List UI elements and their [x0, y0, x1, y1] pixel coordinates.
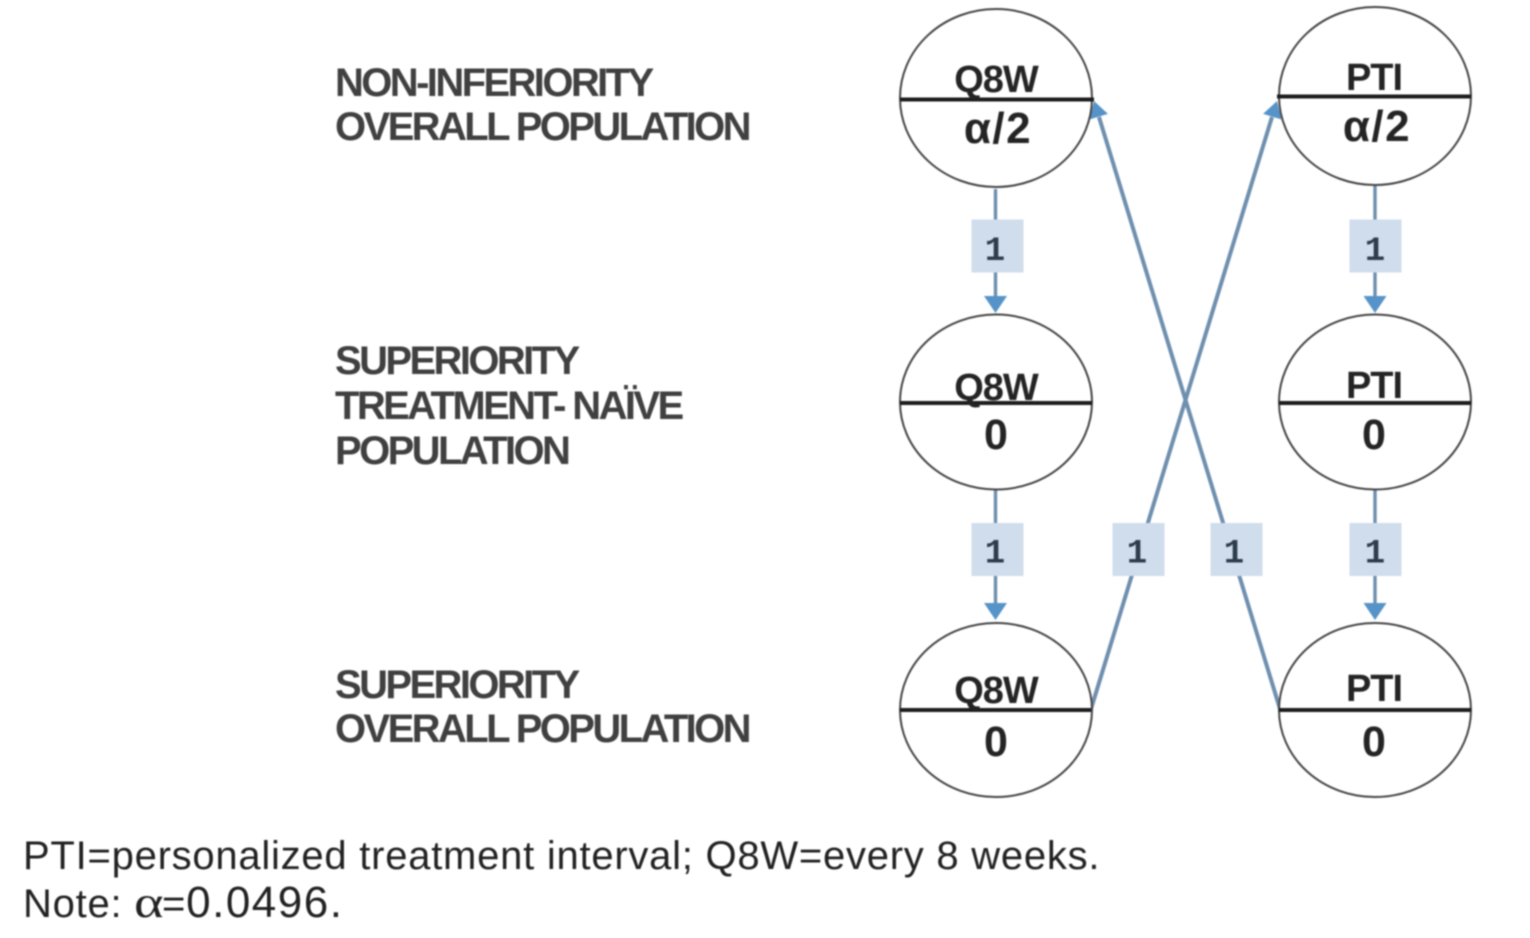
svg-text:1: 1	[985, 233, 1005, 271]
svg-text:PTI: PTI	[1346, 668, 1402, 710]
svg-text:0: 0	[984, 411, 1008, 459]
svg-text:Q8W: Q8W	[954, 367, 1039, 409]
svg-text:0: 0	[1362, 718, 1386, 766]
svg-text:Q8W: Q8W	[954, 59, 1039, 101]
svg-text:Q8W: Q8W	[954, 670, 1039, 712]
svg-text:1: 1	[1127, 536, 1147, 574]
svg-text:0: 0	[1362, 411, 1386, 459]
svg-text:0: 0	[984, 718, 1008, 766]
svg-text:α/2: α/2	[964, 104, 1032, 153]
svg-text:1: 1	[985, 536, 1005, 574]
svg-text:PTI: PTI	[1346, 57, 1402, 99]
svg-text:1: 1	[1365, 536, 1385, 574]
svg-text:α/2: α/2	[1343, 102, 1411, 151]
svg-text:1: 1	[1365, 233, 1385, 271]
svg-text:1: 1	[1224, 536, 1244, 574]
svg-text:PTI: PTI	[1346, 365, 1402, 407]
